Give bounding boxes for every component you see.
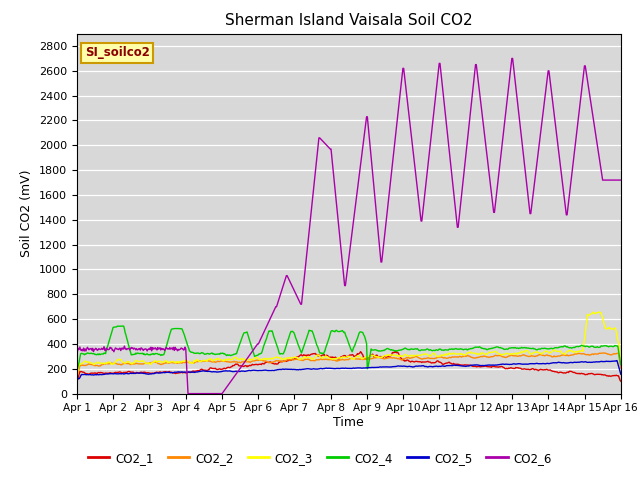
Line: CO2_2: CO2_2 [77, 353, 621, 375]
CO2_1 [416, 359, 424, 365]
CO2_2 [73, 372, 81, 378]
CO2_2 [83, 362, 90, 368]
CO2_3 [139, 358, 147, 364]
CO2_6 [139, 347, 147, 352]
CO2_3 [223, 357, 230, 363]
Line: CO2_1: CO2_1 [77, 351, 621, 381]
CO2_6 [223, 384, 231, 389]
CO2_1 [83, 371, 90, 377]
Line: CO2_4: CO2_4 [77, 326, 621, 369]
CO2_6 [416, 205, 424, 211]
CO2_2 [139, 361, 147, 367]
CO2_2 [617, 365, 625, 371]
Text: SI_soilco2: SI_soilco2 [85, 46, 150, 59]
CO2_5 [431, 363, 438, 369]
CO2_4 [431, 348, 439, 353]
CO2_6 [508, 56, 516, 61]
CO2_3 [83, 359, 90, 365]
CO2_6 [195, 391, 202, 396]
CO2_2 [223, 359, 230, 365]
CO2_4 [73, 366, 81, 372]
CO2_4 [140, 351, 147, 357]
CO2_6 [617, 177, 625, 183]
CO2_4 [223, 352, 231, 358]
CO2_2 [194, 359, 202, 365]
CO2_1 [73, 378, 81, 384]
CO2_3 [595, 309, 603, 315]
CO2_1 [431, 360, 439, 365]
CO2_4 [195, 350, 202, 356]
CO2_6 [431, 95, 439, 100]
CO2_5 [617, 372, 625, 377]
CO2_6 [73, 346, 81, 351]
CO2_1 [223, 365, 230, 371]
CO2_4 [118, 323, 126, 329]
CO2_5 [139, 370, 147, 376]
CO2_3 [194, 357, 202, 363]
CO2_2 [415, 355, 422, 360]
CO2_3 [415, 352, 422, 358]
CO2_2 [600, 350, 608, 356]
CO2_2 [431, 356, 438, 361]
CO2_3 [73, 372, 81, 378]
CO2_5 [83, 372, 90, 378]
CO2_6 [83, 347, 90, 352]
CO2_5 [415, 363, 422, 369]
CO2_1 [617, 378, 625, 384]
CO2_1 [392, 348, 400, 354]
Line: CO2_3: CO2_3 [77, 312, 621, 375]
CO2_5 [73, 376, 81, 382]
Legend: CO2_1, CO2_2, CO2_3, CO2_4, CO2_5, CO2_6: CO2_1, CO2_2, CO2_3, CO2_4, CO2_5, CO2_6 [83, 447, 557, 469]
CO2_3 [617, 361, 625, 367]
CO2_1 [139, 370, 147, 375]
Y-axis label: Soil CO2 (mV): Soil CO2 (mV) [20, 170, 33, 257]
CO2_5 [223, 368, 230, 374]
Title: Sherman Island Vaisala Soil CO2: Sherman Island Vaisala Soil CO2 [225, 13, 472, 28]
CO2_5 [613, 358, 621, 363]
CO2_5 [194, 369, 202, 375]
Line: CO2_6: CO2_6 [77, 59, 621, 394]
CO2_3 [431, 351, 438, 357]
CO2_4 [83, 351, 90, 357]
CO2_4 [416, 348, 424, 353]
CO2_4 [617, 362, 625, 368]
X-axis label: Time: Time [333, 416, 364, 429]
CO2_1 [194, 368, 202, 373]
CO2_6 [184, 391, 192, 396]
Line: CO2_5: CO2_5 [77, 360, 621, 379]
